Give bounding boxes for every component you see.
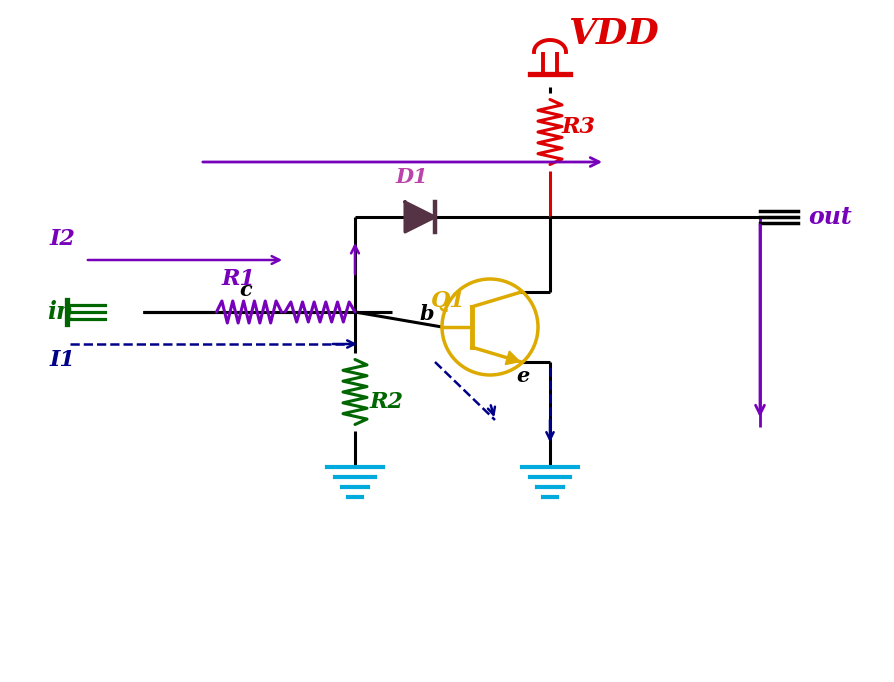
- Text: c: c: [239, 280, 251, 300]
- Text: D1: D1: [395, 167, 428, 187]
- Text: R3: R3: [561, 116, 595, 138]
- Polygon shape: [405, 202, 434, 232]
- Text: Q1: Q1: [430, 290, 465, 312]
- Text: in: in: [47, 300, 73, 324]
- Text: R1: R1: [222, 268, 256, 290]
- Text: b: b: [419, 304, 434, 324]
- Text: I1: I1: [50, 349, 76, 371]
- Polygon shape: [505, 351, 519, 365]
- Text: R2: R2: [369, 391, 403, 413]
- Text: out: out: [807, 205, 851, 229]
- Text: I2: I2: [50, 228, 76, 250]
- Text: VDD: VDD: [568, 17, 658, 51]
- Text: e: e: [516, 366, 529, 387]
